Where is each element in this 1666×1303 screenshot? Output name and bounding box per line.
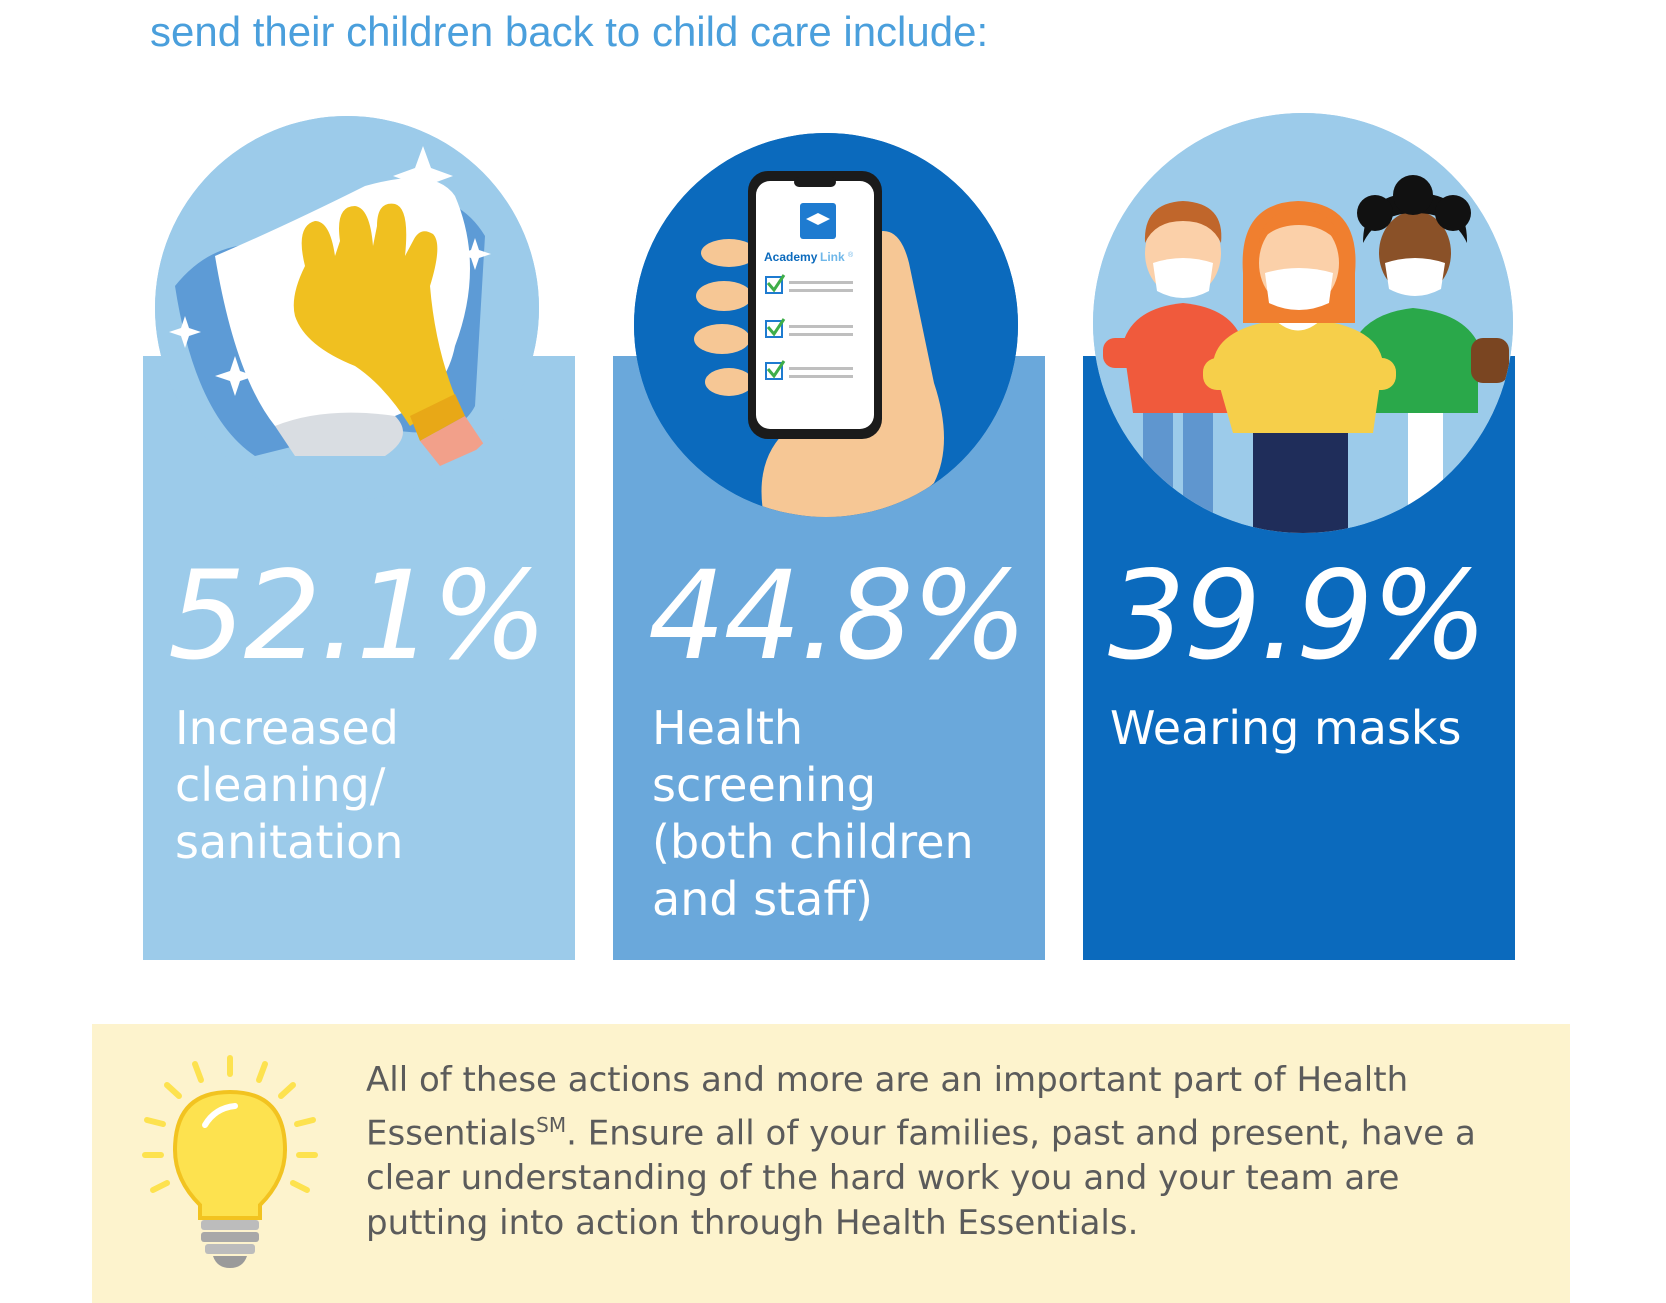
stat-caption-masks: Wearing masks	[1110, 701, 1462, 755]
stat-caption-screening: Health screening (both children and staf…	[652, 701, 974, 926]
stat-value-cleaning: 52.1%	[168, 545, 548, 687]
cleaning-glove-icon	[155, 116, 539, 500]
tip-text-part1: All of these actions and more are an imp…	[366, 1060, 1409, 1154]
stat-value-screening: 44.8%	[648, 545, 1028, 687]
app-name-label-2: Link	[820, 250, 845, 264]
tip-superscript: SM	[536, 1113, 567, 1137]
tip-text: All of these actions and more are an imp…	[366, 1058, 1476, 1246]
lightbulb-icon	[135, 1050, 325, 1270]
stat-value-masks: 39.9%	[1108, 545, 1488, 687]
phone-checklist-icon: Academy Link ®	[634, 133, 1018, 517]
tip-box	[92, 1024, 1570, 1303]
masked-children-icon	[1093, 113, 1513, 533]
app-name-mark: ®	[848, 251, 854, 259]
stat-caption-cleaning: Increased cleaning/ sanitation	[175, 701, 404, 869]
app-name-label: Academy	[764, 250, 818, 264]
tip-text-part2: . Ensure all of your families, past and …	[366, 1113, 1476, 1244]
headline: send their children back to child care i…	[150, 8, 989, 55]
